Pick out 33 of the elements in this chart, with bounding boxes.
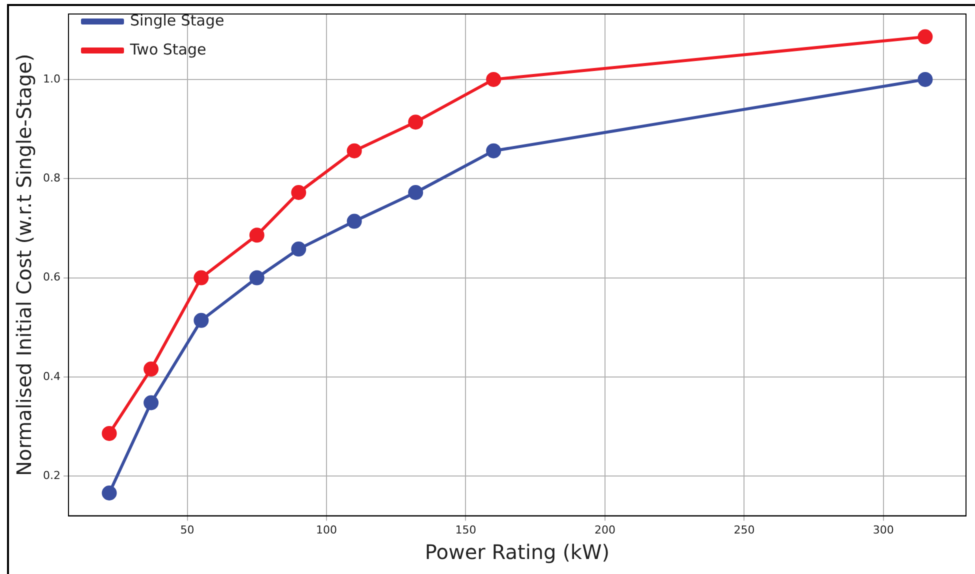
point xyxy=(144,395,159,410)
y-tick-label: 1.0 xyxy=(42,72,60,86)
x-tick-label: 300 xyxy=(872,523,894,536)
point xyxy=(486,143,502,158)
x-axis-title: Power Rating (kW) xyxy=(424,540,610,564)
point xyxy=(486,72,502,87)
point xyxy=(346,143,362,158)
x-tick-label: 200 xyxy=(594,523,616,536)
x-tick-label: 250 xyxy=(734,523,755,536)
x-tick-label: 50 xyxy=(180,523,194,536)
point xyxy=(249,228,264,243)
point xyxy=(102,426,117,441)
point xyxy=(408,114,424,130)
y-tick-label: 0.6 xyxy=(42,270,60,284)
point xyxy=(194,270,209,286)
legend-label: Single Stage xyxy=(130,11,224,30)
point xyxy=(346,214,362,229)
y-axis-title: Normalised Initial Cost (w.r.t Single-Stage) xyxy=(12,54,36,476)
y-tick-label: 0.2 xyxy=(42,468,60,482)
point xyxy=(291,185,306,200)
legend-label: Two Stage xyxy=(128,40,206,58)
point xyxy=(291,242,306,257)
point xyxy=(918,29,933,44)
x-tick-label: 100 xyxy=(316,523,337,536)
point xyxy=(102,485,117,500)
point xyxy=(408,185,424,200)
y-tick-label: 0.4 xyxy=(42,370,60,383)
x-tick-label: 150 xyxy=(455,523,476,536)
point xyxy=(249,270,264,286)
point xyxy=(144,362,159,377)
y-tick-label: 0.8 xyxy=(42,171,60,184)
point xyxy=(194,312,209,328)
point xyxy=(918,72,933,87)
